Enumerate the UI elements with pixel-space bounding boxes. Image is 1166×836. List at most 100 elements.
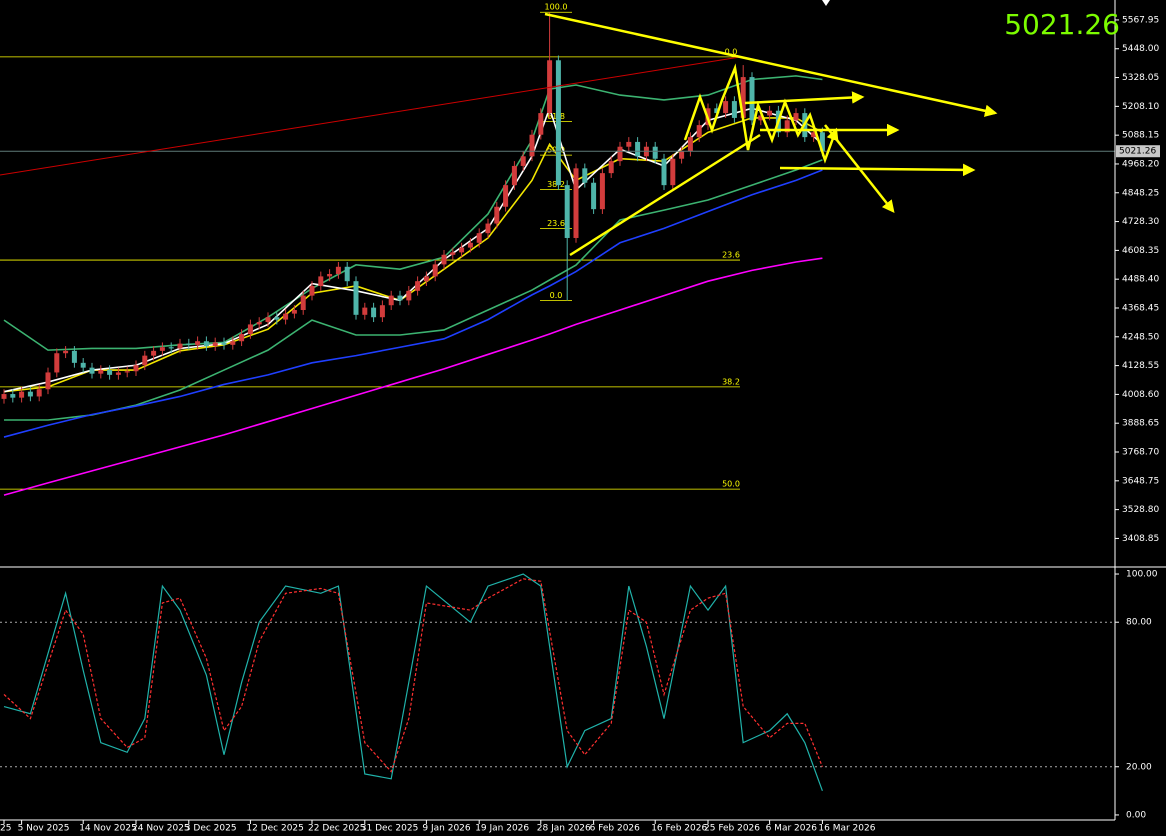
indicator-line <box>3 117 823 393</box>
candle-body <box>485 223 491 234</box>
x-tick-label: 6 Feb 2026 <box>590 824 641 834</box>
x-tick-label: 22 Dec 2025 <box>308 824 366 834</box>
indicator-line <box>3 257 823 496</box>
candle-body <box>423 276 429 282</box>
candle-body <box>1 394 7 399</box>
fibo-label: 100.0 <box>545 3 568 12</box>
candle-body <box>335 266 341 274</box>
candle-body <box>520 156 526 166</box>
indicator-line <box>3 169 823 438</box>
y-tick-label: 4008.60 <box>1122 390 1159 400</box>
osc-line <box>3 578 823 773</box>
osc-tick-label: 0.00 <box>1126 810 1146 820</box>
candle-body <box>687 137 693 152</box>
candle-body <box>10 394 16 398</box>
candle-body <box>564 185 570 238</box>
candle-body <box>459 247 465 253</box>
indicator-line <box>3 75 823 351</box>
fibo-label: 50.0 <box>722 480 740 489</box>
x-tick-label: 25 Feb 2026 <box>704 824 760 834</box>
indicator-line <box>4 159 823 421</box>
candle-body <box>124 371 130 373</box>
candle-body <box>555 60 561 186</box>
candle-body <box>635 141 641 157</box>
y-tick-label: 3768.70 <box>1122 448 1159 458</box>
candle-body <box>758 115 764 121</box>
candle-body <box>300 295 306 311</box>
y-tick-label: 5448.00 <box>1122 44 1159 54</box>
y-tick-label: 4368.45 <box>1122 303 1159 313</box>
candle-body <box>793 113 799 121</box>
candle-body <box>212 342 218 347</box>
fibo-label: 0.0 <box>725 47 738 56</box>
candle-body <box>230 341 236 345</box>
y-tick-label: 4968.20 <box>1122 159 1159 169</box>
candle-body <box>318 276 324 287</box>
x-tick-label: 28 Jan 2026 <box>537 824 591 834</box>
candle-body <box>344 266 350 282</box>
y-tick-label: 5567.95 <box>1122 15 1159 25</box>
x-tick-label: 5 Nov 2025 <box>18 824 70 834</box>
y-tick-label: 3888.65 <box>1122 419 1159 429</box>
candle-body <box>450 252 456 255</box>
price-tag-label: 5021.26 <box>1119 147 1156 157</box>
y-tick-label: 4848.25 <box>1122 188 1159 198</box>
candle-body <box>159 347 165 351</box>
osc-tick-label: 80.00 <box>1126 618 1152 628</box>
y-tick-label: 4728.30 <box>1122 217 1159 227</box>
candle-body <box>626 141 632 147</box>
candle-body <box>177 343 183 349</box>
candle-body <box>714 108 720 114</box>
candle-body <box>186 343 192 345</box>
candle-body <box>503 185 509 207</box>
candle-body <box>652 146 658 159</box>
candle-body <box>98 370 104 374</box>
arrow <box>779 163 976 177</box>
candle-body <box>36 389 42 397</box>
drawings <box>0 12 998 257</box>
arrow <box>824 124 895 213</box>
candle-body <box>63 350 69 354</box>
candle-body <box>203 341 209 347</box>
candle-body <box>476 233 482 243</box>
arrow <box>569 133 761 257</box>
y-tick-label: 3408.85 <box>1122 534 1159 544</box>
candle-body <box>27 391 33 397</box>
x-tick-label: 14 Nov 2025 <box>79 824 137 834</box>
fibo-label: 0.0 <box>550 291 563 300</box>
y-tick-label: 4488.40 <box>1122 275 1159 285</box>
candle-body <box>221 342 227 345</box>
candle-body <box>19 391 25 398</box>
candle-body <box>811 132 817 138</box>
candle-body <box>45 372 51 390</box>
y-tick-label: 5328.05 <box>1122 73 1159 83</box>
candle-body <box>283 313 289 320</box>
current-price: 5021.26 <box>1004 8 1120 41</box>
candle-body <box>291 310 297 314</box>
shift-marker <box>822 0 830 6</box>
candle-body <box>362 307 368 315</box>
candle-body <box>529 134 535 157</box>
candle-body <box>379 305 385 318</box>
candle-body <box>274 317 280 320</box>
osc-tick-label: 100.00 <box>1126 570 1158 580</box>
x-tick-label: 25 <box>0 824 11 834</box>
candle-body <box>415 281 421 291</box>
x-tick-label: 6 Mar 2026 <box>766 824 818 834</box>
candle-body <box>740 77 746 118</box>
x-tick-label: 12 Dec 2025 <box>246 824 304 834</box>
fibo-label: 38.2 <box>722 377 740 386</box>
candle-body <box>107 370 113 375</box>
candle-body <box>467 242 473 248</box>
candle-body <box>670 158 676 186</box>
candle-body <box>767 110 773 116</box>
zigzag <box>683 63 839 164</box>
x-tick-label: 9 Jan 2026 <box>422 824 470 834</box>
candle-body <box>168 347 174 349</box>
candle-body <box>80 362 86 368</box>
candle-body <box>723 101 729 114</box>
candle-body <box>397 295 403 301</box>
candle-body <box>265 317 271 323</box>
